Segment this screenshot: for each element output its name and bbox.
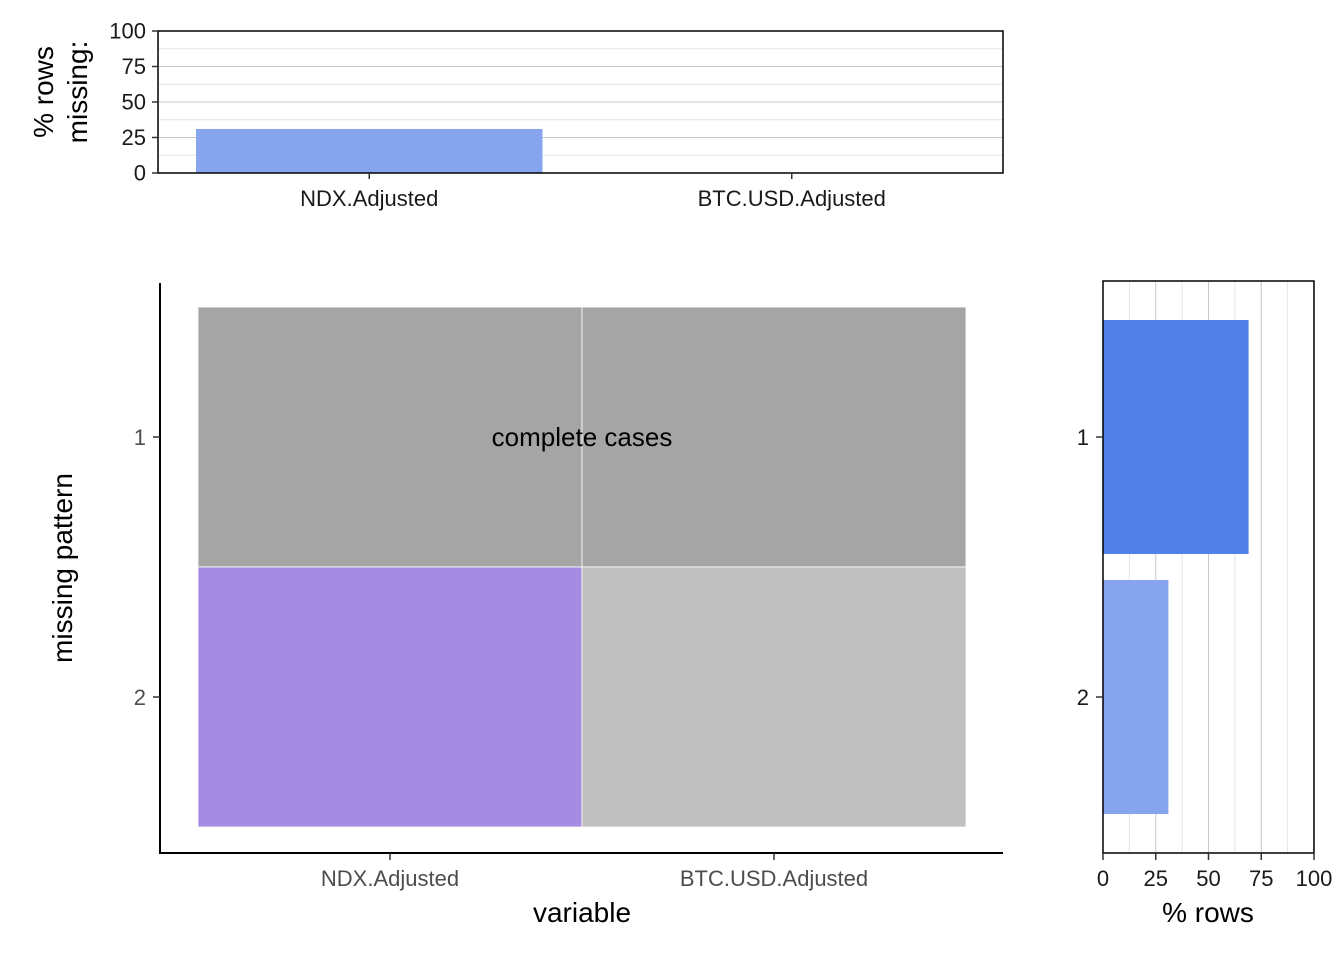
top-y-axis-title-line: missing: <box>62 41 93 144</box>
top-y-tick-label: 75 <box>122 54 146 79</box>
top-y-tick-label: 100 <box>109 19 146 44</box>
heatmap-cell-p1-btc-usd-adjusted <box>581 306 967 568</box>
right-x-ticks: 0 25 50 75 100 <box>1097 853 1332 891</box>
missing-pattern-heatmap-panel: complete cases 12 NDX.Adjusted BTC.USD.Ad… <box>47 283 1003 928</box>
right-x-axis-title: % rows <box>1162 897 1254 928</box>
heatmap-cell-p2-ndx-adjusted <box>197 566 583 828</box>
top-y-axis-title: % rows missing: <box>28 41 93 144</box>
right-x-tick-label: 50 <box>1196 866 1220 891</box>
complete-cases-annotation: complete cases <box>492 422 673 452</box>
right-pattern-bar-panel: 12 0 25 50 75 100 % rows <box>1077 280 1332 928</box>
right-y-tick-label: 2 <box>1077 685 1089 710</box>
heatmap-cell-p2-btc-usd-adjusted <box>581 566 967 828</box>
right-y-ticks: 12 <box>1077 425 1103 710</box>
main-x-tick-label: BTC.USD.Adjusted <box>680 866 868 891</box>
top-y-tick-label: 50 <box>122 90 146 115</box>
top-x-ticks: NDX.Adjusted BTC.USD.Adjusted <box>300 173 886 211</box>
right-x-tick-label: 0 <box>1097 866 1109 891</box>
main-y-ticks: 12 <box>134 425 160 710</box>
right-bar-pattern-1 <box>1103 320 1249 554</box>
main-y-axis-title: missing pattern <box>47 473 78 663</box>
right-bar-pattern-2 <box>1103 580 1169 814</box>
main-x-axis-title: variable <box>533 897 631 928</box>
heatmap-cell-p1-ndx-adjusted <box>197 306 583 568</box>
right-x-tick-label: 25 <box>1144 866 1168 891</box>
heatmap-cells <box>197 306 967 828</box>
right-bars <box>1103 320 1249 814</box>
top-bar-ndx-adjusted <box>196 128 543 173</box>
main-y-tick-label: 1 <box>134 425 146 450</box>
top-x-tick-label: BTC.USD.Adjusted <box>698 186 886 211</box>
main-x-tick-label: NDX.Adjusted <box>321 866 459 891</box>
top-y-tick-label: 25 <box>122 125 146 150</box>
right-x-tick-label: 100 <box>1296 866 1333 891</box>
top-bars <box>196 128 543 173</box>
top-x-tick-label: NDX.Adjusted <box>300 186 438 211</box>
top-y-ticks: 0 25 50 75 100 <box>109 19 158 186</box>
top-y-tick-label: 0 <box>134 161 146 186</box>
main-y-tick-label: 2 <box>134 685 146 710</box>
right-x-tick-label: 75 <box>1249 866 1273 891</box>
top-y-axis-title-line: % rows <box>28 46 59 138</box>
right-y-tick-label: 1 <box>1077 425 1089 450</box>
main-x-ticks: NDX.Adjusted BTC.USD.Adjusted <box>321 853 868 891</box>
